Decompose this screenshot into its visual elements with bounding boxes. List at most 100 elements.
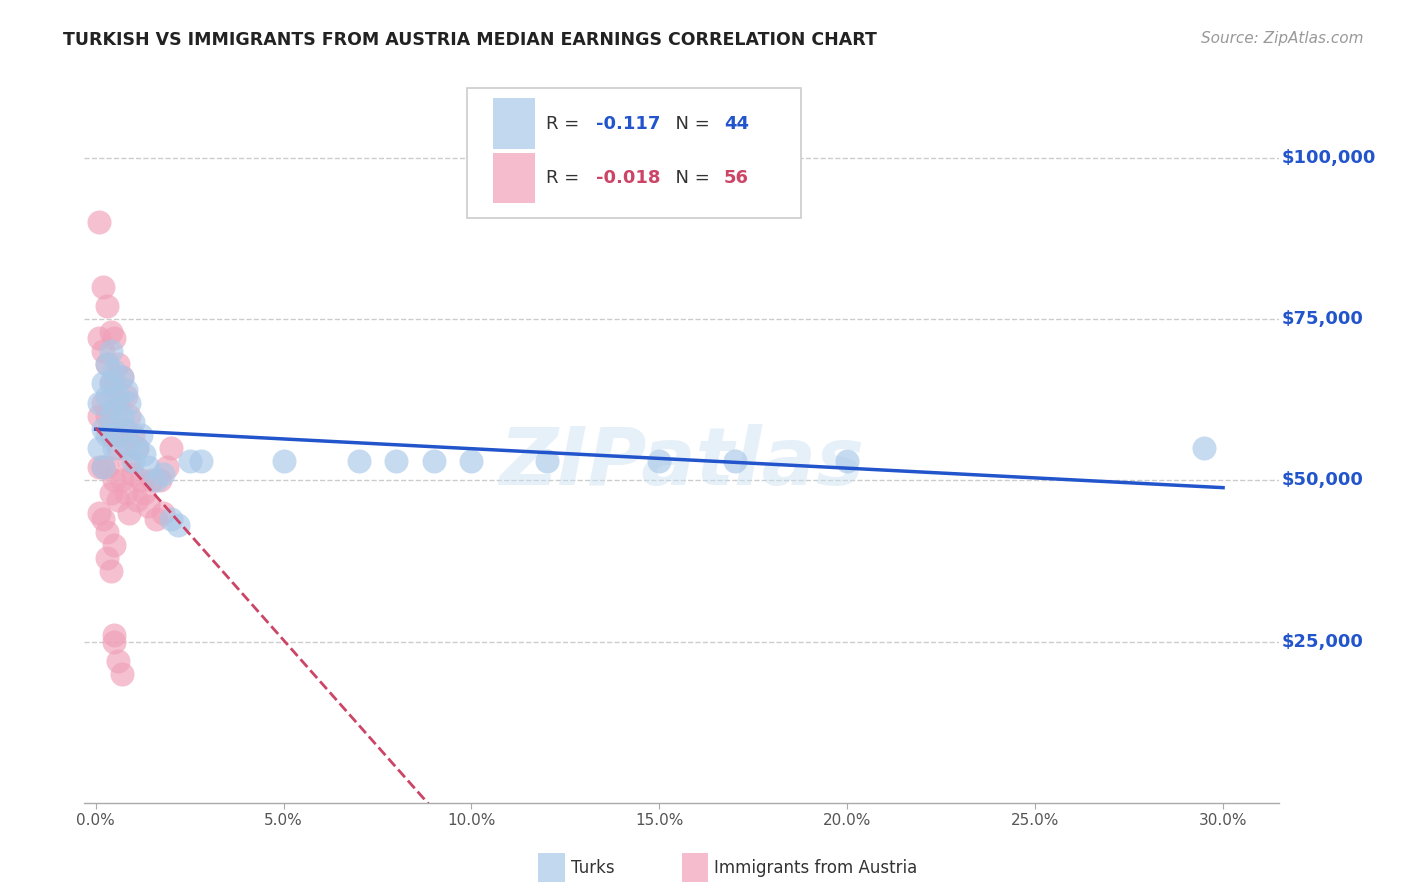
Point [103, 473, 125, 487]
Point [107, 428, 129, 442]
Point [536, 454, 558, 468]
Point [91, 396, 114, 410]
Point [103, 402, 125, 417]
Point [837, 454, 859, 468]
Point [122, 454, 145, 468]
Text: R =: R = [546, 115, 585, 133]
Point [134, 447, 156, 461]
Point [122, 415, 145, 429]
Point [91, 344, 114, 359]
Point [111, 473, 134, 487]
Point [114, 422, 136, 436]
Point [1194, 441, 1216, 455]
Point [96, 460, 118, 475]
Text: $100,000: $100,000 [1282, 149, 1376, 167]
Point [103, 376, 125, 391]
Point [136, 460, 159, 475]
Point [100, 344, 122, 359]
Point [273, 454, 295, 468]
Point [91, 279, 114, 293]
Point [134, 486, 156, 500]
Point [107, 389, 129, 403]
Point [96, 550, 118, 565]
Point [103, 331, 125, 345]
Text: Source: ZipAtlas.com: Source: ZipAtlas.com [1201, 31, 1364, 46]
Point [125, 441, 148, 455]
Point [156, 460, 179, 475]
Point [100, 376, 122, 391]
Point [423, 454, 446, 468]
Point [118, 396, 141, 410]
Point [100, 376, 122, 391]
Text: N =: N = [664, 115, 716, 133]
Point [460, 454, 482, 468]
Point [159, 512, 181, 526]
Text: N =: N = [664, 169, 716, 186]
Point [103, 634, 125, 648]
Text: 44: 44 [724, 115, 749, 133]
Point [100, 428, 122, 442]
Point [152, 467, 174, 481]
Text: Immigrants from Austria: Immigrants from Austria [714, 859, 918, 877]
Text: $75,000: $75,000 [1282, 310, 1364, 328]
Text: $25,000: $25,000 [1282, 632, 1364, 650]
Point [100, 564, 122, 578]
Point [122, 467, 145, 481]
Point [96, 524, 118, 539]
Text: -0.117: -0.117 [596, 115, 661, 133]
Point [179, 454, 201, 468]
Point [107, 492, 129, 507]
Point [145, 473, 167, 487]
Point [100, 325, 122, 339]
Point [107, 441, 129, 455]
Point [723, 454, 745, 468]
Point [107, 654, 129, 668]
Point [111, 422, 134, 436]
Point [159, 441, 181, 455]
Point [114, 383, 136, 397]
Point [103, 363, 125, 377]
Point [91, 512, 114, 526]
Point [136, 499, 159, 513]
Point [91, 460, 114, 475]
Point [89, 331, 111, 345]
Point [114, 486, 136, 500]
Text: Turks: Turks [571, 859, 614, 877]
Point [118, 441, 141, 455]
Point [103, 538, 125, 552]
Point [111, 370, 134, 384]
Point [96, 428, 118, 442]
Text: R =: R = [546, 169, 585, 186]
Point [111, 370, 134, 384]
Point [103, 422, 125, 436]
Point [111, 409, 134, 423]
Point [91, 460, 114, 475]
Point [96, 357, 118, 371]
Point [129, 428, 152, 442]
Point [125, 492, 148, 507]
Point [111, 666, 134, 681]
Bar [538, 854, 565, 882]
Bar [682, 854, 709, 882]
Point [96, 299, 118, 313]
Point [125, 441, 148, 455]
Point [100, 409, 122, 423]
Point [91, 422, 114, 436]
Point [648, 454, 671, 468]
Point [385, 454, 408, 468]
Point [103, 628, 125, 642]
Point [89, 396, 111, 410]
FancyBboxPatch shape [467, 87, 801, 218]
Point [145, 512, 167, 526]
Bar [494, 153, 534, 203]
Point [89, 441, 111, 455]
Point [89, 460, 111, 475]
Point [190, 454, 212, 468]
Text: TURKISH VS IMMIGRANTS FROM AUSTRIA MEDIAN EARNINGS CORRELATION CHART: TURKISH VS IMMIGRANTS FROM AUSTRIA MEDIA… [63, 31, 877, 49]
Point [89, 215, 111, 229]
Point [129, 473, 152, 487]
Point [103, 441, 125, 455]
Point [114, 428, 136, 442]
Point [118, 409, 141, 423]
Bar [494, 98, 534, 149]
